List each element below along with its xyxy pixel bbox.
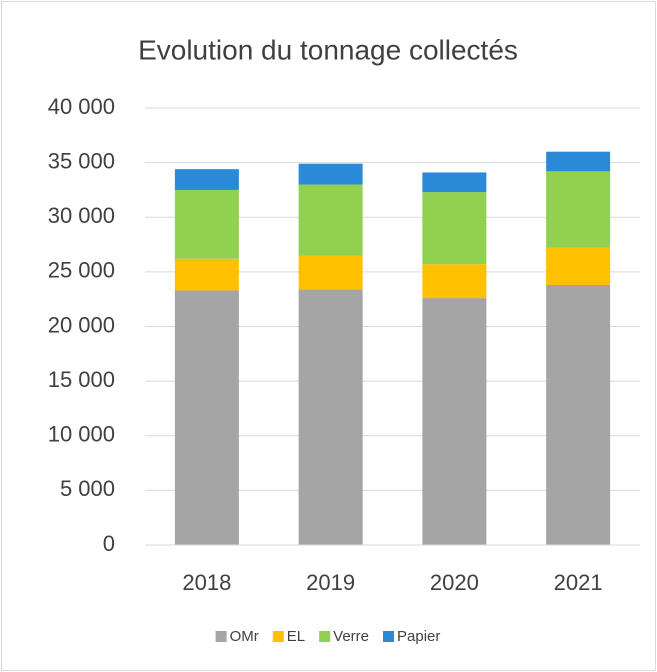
legend: OMr EL Verre Papier <box>215 628 440 645</box>
bar-segment <box>298 163 363 185</box>
bar-segment <box>546 284 611 545</box>
y-tick-label: 40 000 <box>48 94 115 119</box>
bar-segment <box>422 192 487 265</box>
bar-segment <box>174 290 239 545</box>
y-tick-label: 10 000 <box>48 422 115 447</box>
bar-segment <box>174 169 239 190</box>
y-tick-label: 0 <box>103 531 115 556</box>
y-tick-label: 15 000 <box>48 367 115 392</box>
legend-swatch <box>319 631 331 642</box>
x-tick-label: 2021 <box>554 570 603 595</box>
legend-label: EL <box>287 628 305 645</box>
bar-segment <box>422 264 487 299</box>
y-tick-label: 25 000 <box>48 258 115 283</box>
bar-segment <box>174 189 239 259</box>
bar-segment <box>422 298 487 545</box>
legend-swatch <box>383 631 395 642</box>
legend-label: OMr <box>230 628 259 645</box>
bar-segment <box>546 171 611 248</box>
chart-title: Evolution du tonnage collectés <box>138 34 518 65</box>
legend-label: Papier <box>397 628 440 645</box>
legend-label: Verre <box>333 628 369 645</box>
x-tick-label: 2018 <box>182 570 231 595</box>
y-tick-label: 5 000 <box>60 476 115 501</box>
x-tick-label: 2020 <box>430 570 479 595</box>
bar-segment <box>546 247 611 285</box>
x-tick-label: 2019 <box>306 570 355 595</box>
y-tick-label: 20 000 <box>48 312 115 337</box>
y-tick-label: 35 000 <box>48 148 115 173</box>
y-tick-label: 30 000 <box>48 203 115 228</box>
bar-segment <box>298 289 363 545</box>
legend-swatch <box>272 631 284 642</box>
bar-segment <box>422 172 487 193</box>
legend-swatch <box>215 631 227 642</box>
bar-segment <box>298 184 363 256</box>
bar-segment <box>298 255 363 290</box>
bar-segment <box>174 258 239 291</box>
bar-segment <box>546 151 611 172</box>
